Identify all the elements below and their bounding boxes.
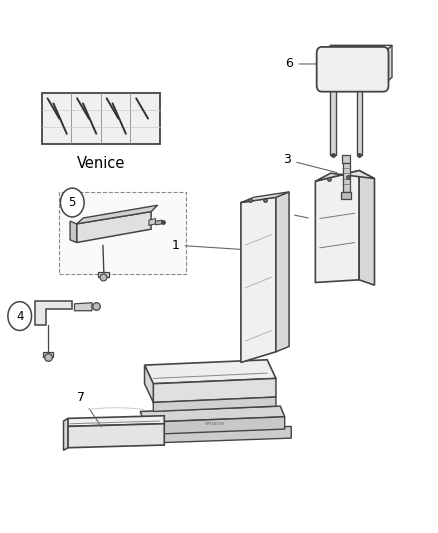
Text: 1: 1 <box>172 239 256 252</box>
Polygon shape <box>322 45 392 53</box>
Polygon shape <box>341 192 351 199</box>
Polygon shape <box>43 352 53 357</box>
Polygon shape <box>77 212 151 243</box>
Polygon shape <box>315 171 359 282</box>
Polygon shape <box>98 272 109 277</box>
Circle shape <box>8 302 32 330</box>
Text: SPRINTER: SPRINTER <box>205 422 225 426</box>
FancyBboxPatch shape <box>317 47 389 92</box>
Polygon shape <box>149 417 285 434</box>
Text: 3: 3 <box>283 154 337 173</box>
Polygon shape <box>342 155 350 163</box>
Text: 2: 2 <box>281 207 308 220</box>
Polygon shape <box>68 424 164 448</box>
Polygon shape <box>241 197 276 362</box>
Polygon shape <box>153 397 276 411</box>
Polygon shape <box>138 426 291 443</box>
Polygon shape <box>70 221 77 243</box>
Polygon shape <box>357 85 362 155</box>
Polygon shape <box>359 171 374 285</box>
Polygon shape <box>241 192 289 203</box>
Circle shape <box>60 188 84 217</box>
Text: 5: 5 <box>69 196 76 209</box>
Polygon shape <box>315 171 374 181</box>
Polygon shape <box>77 205 158 224</box>
Polygon shape <box>383 45 392 85</box>
Bar <box>42 93 160 144</box>
Polygon shape <box>68 416 164 426</box>
Polygon shape <box>140 406 285 422</box>
Text: 7: 7 <box>78 391 101 427</box>
Polygon shape <box>149 219 155 225</box>
Polygon shape <box>153 378 276 402</box>
Text: 6: 6 <box>286 58 324 70</box>
Text: Venice: Venice <box>77 156 125 171</box>
Polygon shape <box>74 303 92 311</box>
Text: 4: 4 <box>16 310 24 322</box>
Polygon shape <box>35 301 72 325</box>
Polygon shape <box>276 192 289 352</box>
Bar <box>59 192 186 274</box>
Polygon shape <box>145 360 276 384</box>
Polygon shape <box>145 365 153 402</box>
Polygon shape <box>155 220 162 225</box>
Polygon shape <box>343 163 350 192</box>
Polygon shape <box>330 85 336 155</box>
Polygon shape <box>64 418 68 450</box>
